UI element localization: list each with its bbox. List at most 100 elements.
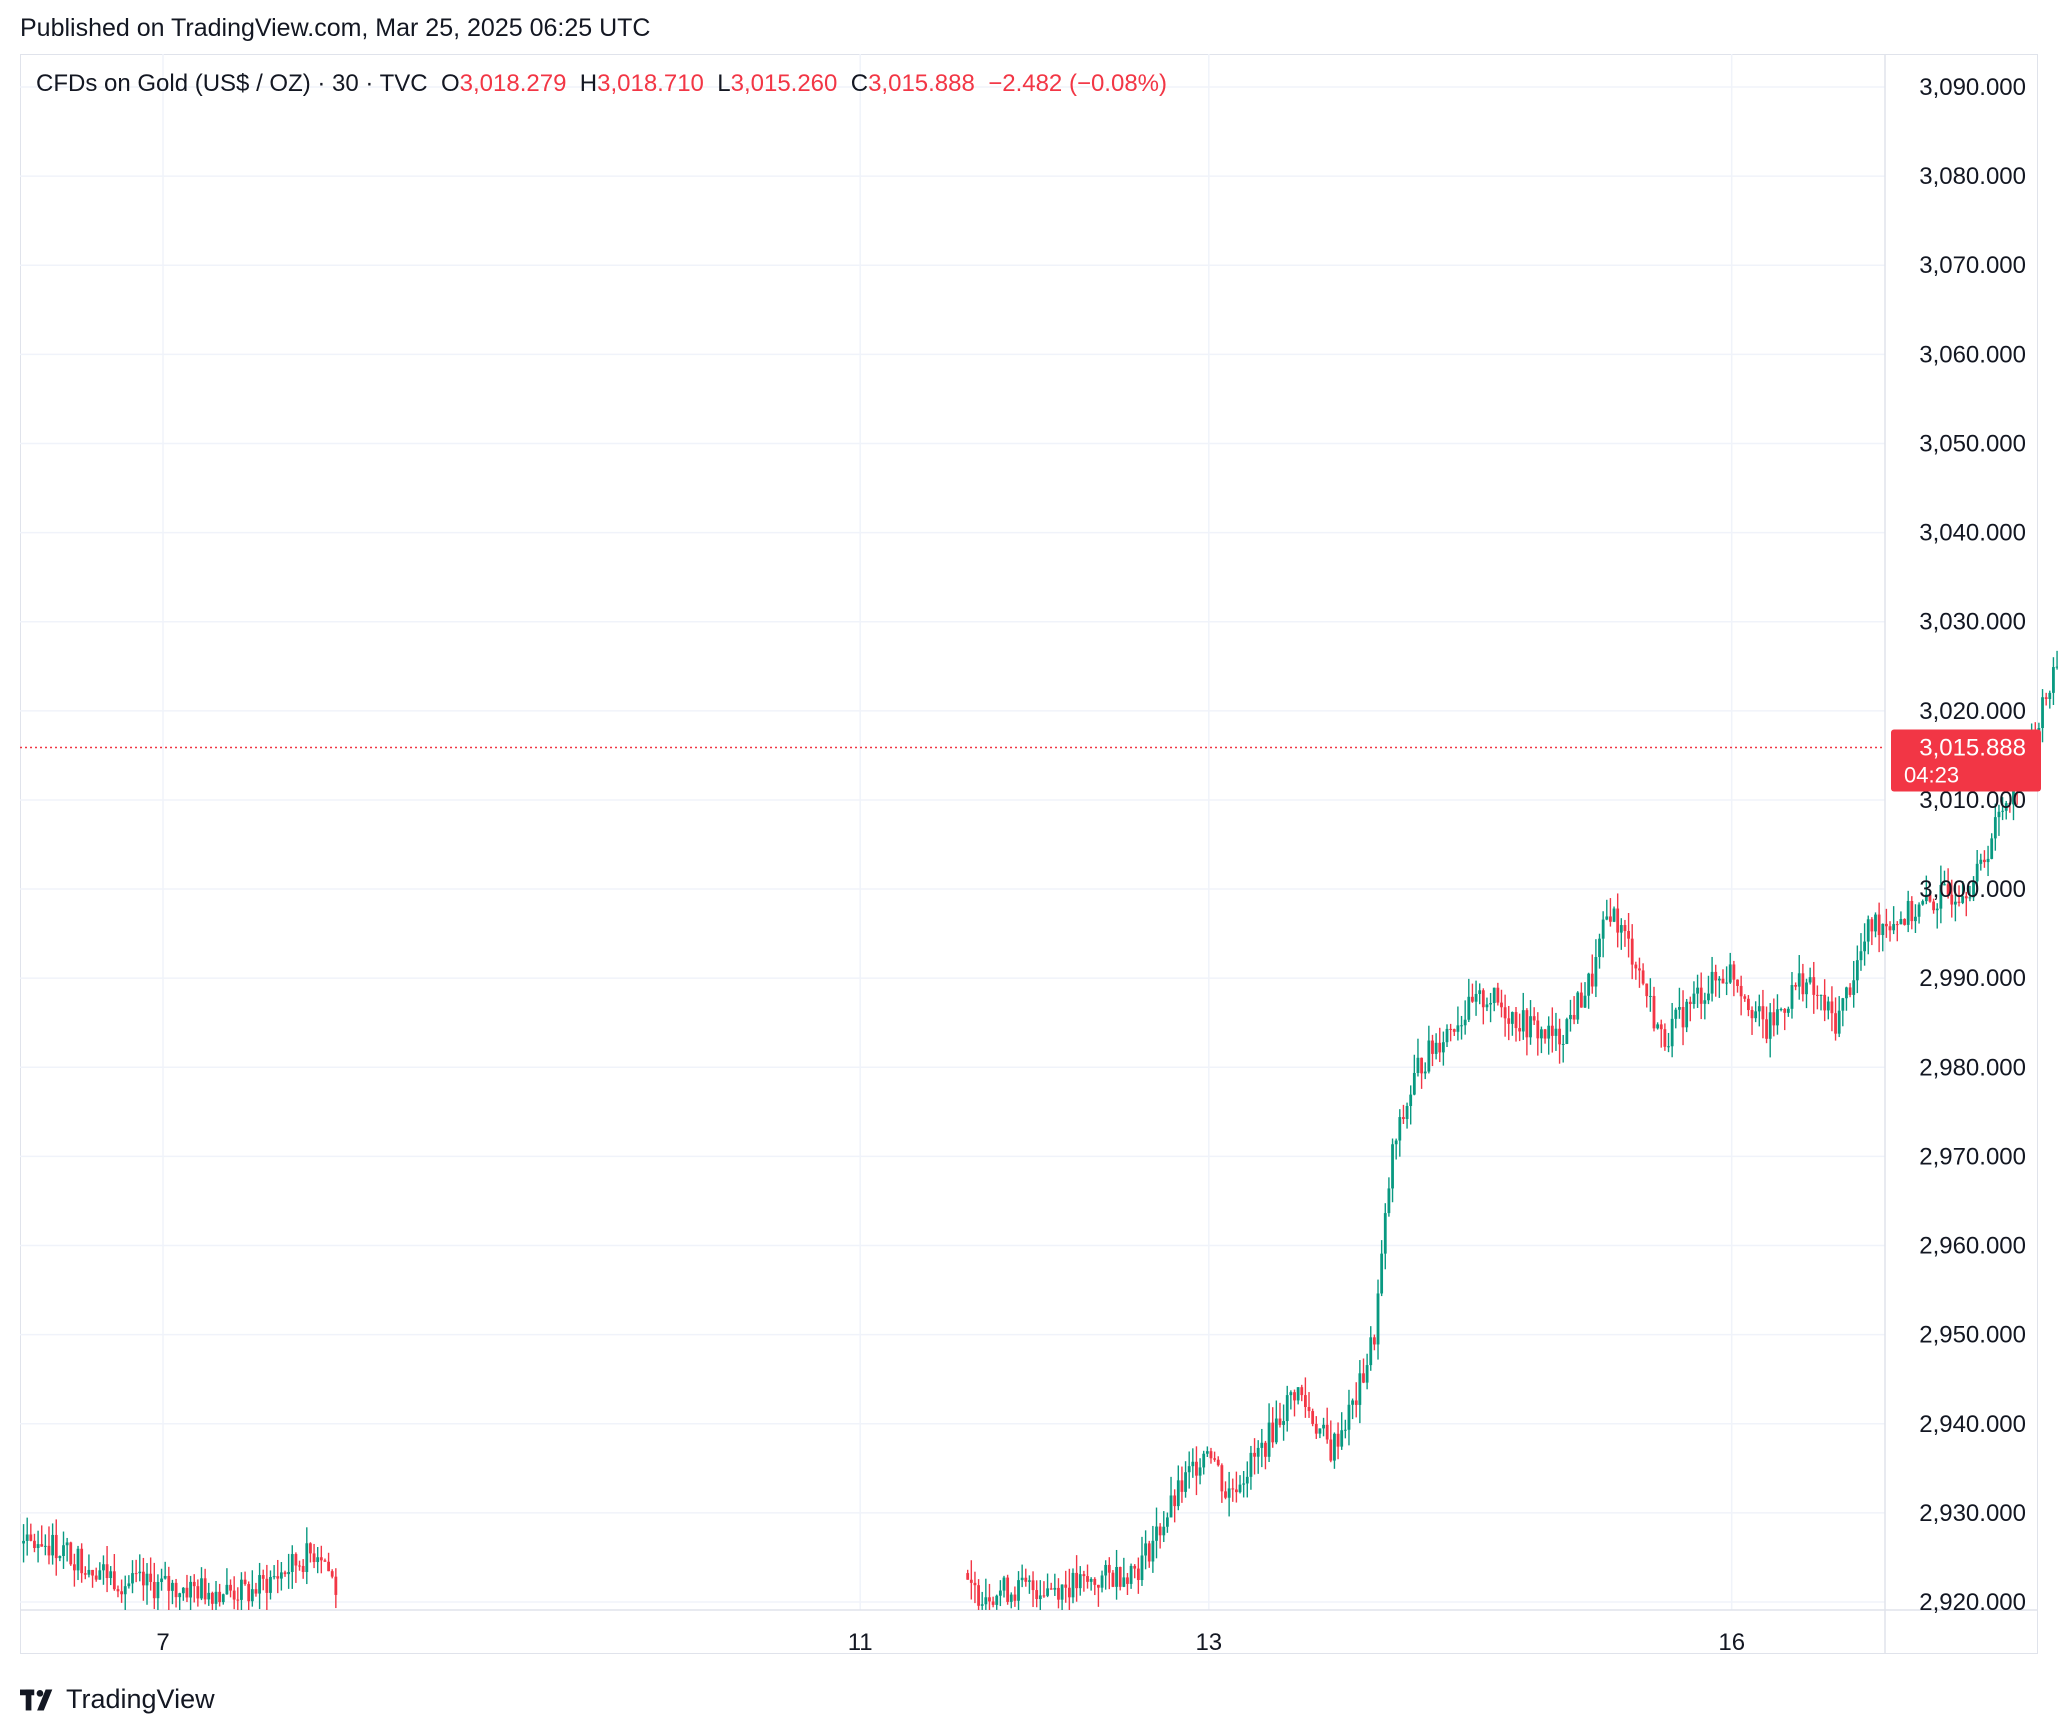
candle-down: [152, 1581, 156, 1599]
candle-up: [1521, 1010, 1525, 1032]
candle-up: [1053, 1587, 1057, 1590]
candle-down: [192, 1581, 196, 1587]
candle-up: [1692, 993, 1696, 1005]
candle-down: [167, 1575, 171, 1591]
candle-up: [1826, 1001, 1830, 1011]
candle-up: [1678, 1007, 1681, 1010]
candle-up: [1674, 1009, 1678, 1019]
price-tick-label: 3,070.000: [1919, 252, 2026, 279]
candle-up: [1416, 1057, 1420, 1074]
candle-up: [1460, 1025, 1463, 1027]
candle-down: [261, 1575, 265, 1579]
candle-up: [1129, 1565, 1133, 1584]
candle-up: [1017, 1580, 1020, 1601]
last-price-value: 3,015.888: [1919, 734, 2026, 761]
symbol-legend[interactable]: CFDs on Gold (US$ / OZ) · 30 · TVC O3,01…: [36, 70, 1167, 98]
candle-down: [1877, 914, 1881, 936]
candle-down: [1550, 1025, 1554, 1036]
candle-down: [1471, 996, 1474, 1002]
candle-up: [1046, 1588, 1049, 1596]
candle-up: [316, 1557, 320, 1563]
candle-up: [305, 1543, 309, 1573]
candle-up: [995, 1595, 999, 1605]
candle-down: [1097, 1584, 1100, 1588]
price-tick-label: 3,080.000: [1919, 163, 2026, 190]
candle-down: [134, 1573, 138, 1575]
candle-up: [1122, 1577, 1126, 1587]
candle-down: [1743, 996, 1747, 999]
candle-up: [1002, 1577, 1006, 1591]
candle-down: [1064, 1584, 1068, 1588]
candle-up: [2004, 803, 2008, 811]
candle-up: [1667, 1046, 1670, 1048]
candle-up: [1347, 1404, 1351, 1430]
candle-up: [1176, 1480, 1180, 1507]
candle-up: [1391, 1144, 1394, 1189]
candle-down: [327, 1561, 330, 1572]
candle-up: [1917, 904, 1921, 917]
candle-up: [998, 1590, 1002, 1596]
candle-down: [1402, 1117, 1405, 1120]
candle-down: [116, 1589, 120, 1592]
symbol-name[interactable]: CFDs on Gold (US$ / OZ) · 30 · TVC: [36, 70, 428, 97]
candle-up: [98, 1570, 102, 1580]
candle-down: [1136, 1568, 1140, 1581]
candle-up: [1376, 1293, 1380, 1345]
candle-up: [1837, 1010, 1841, 1034]
price-tick-label: 2,950.000: [1919, 1322, 2026, 1349]
candle-up: [1881, 923, 1885, 936]
candle-up: [1510, 1012, 1514, 1024]
candle-down: [1848, 987, 1852, 995]
bar-countdown: 04:23: [1904, 762, 1959, 787]
candle-down: [1224, 1491, 1227, 1498]
tradingview-brand: TradingView: [66, 1684, 215, 1714]
candle-up: [1569, 1014, 1572, 1020]
candle-down: [1431, 1040, 1434, 1054]
candle-down: [1093, 1578, 1097, 1585]
candle-up: [1819, 994, 1823, 996]
candle-up: [127, 1583, 131, 1587]
candle-down: [1082, 1574, 1086, 1577]
candle-up: [225, 1584, 229, 1595]
candle-down: [243, 1579, 247, 1585]
price-tick-label: 3,040.000: [1919, 520, 2026, 547]
candle-up: [1351, 1400, 1354, 1405]
grid-layer: [20, 54, 2038, 1654]
candle-down: [1481, 990, 1485, 1008]
candle-down: [1663, 1029, 1667, 1047]
candle-down: [72, 1564, 76, 1571]
candle-up: [1670, 1018, 1674, 1047]
candle-down: [69, 1542, 73, 1565]
candle-up: [1441, 1042, 1445, 1053]
candle-down: [1006, 1577, 1010, 1602]
candle-down: [1311, 1411, 1315, 1424]
candle-up: [1489, 1003, 1492, 1005]
candle-down: [1801, 973, 1805, 995]
chart-pane[interactable]: [20, 54, 2038, 1654]
candle-down: [1964, 896, 1968, 899]
candle-up: [1383, 1213, 1387, 1254]
candle-up: [1115, 1566, 1118, 1587]
candle-down: [247, 1584, 251, 1602]
candle-up: [1492, 987, 1496, 1004]
candle-down: [1147, 1543, 1151, 1562]
candle-down: [1794, 985, 1798, 987]
time-axis: 711131619212527Apr3: [156, 1629, 1745, 1656]
candle-up: [87, 1569, 91, 1575]
candle-down: [1024, 1577, 1028, 1582]
candle-up: [1594, 957, 1598, 987]
candle-up: [1757, 1006, 1761, 1012]
candle-down: [2044, 697, 2048, 699]
candle-down: [54, 1534, 58, 1559]
candle-down: [1195, 1461, 1198, 1476]
candle-down: [94, 1575, 98, 1580]
tradingview-logo[interactable]: TradingView: [20, 1684, 215, 1715]
candle-up: [1786, 1008, 1790, 1013]
candle-up: [1166, 1517, 1169, 1527]
candle-up: [1144, 1543, 1148, 1556]
candle-up: [1343, 1429, 1347, 1431]
candle-down: [1180, 1480, 1184, 1492]
candle-up: [1474, 993, 1478, 1002]
candle-up: [1242, 1483, 1246, 1485]
